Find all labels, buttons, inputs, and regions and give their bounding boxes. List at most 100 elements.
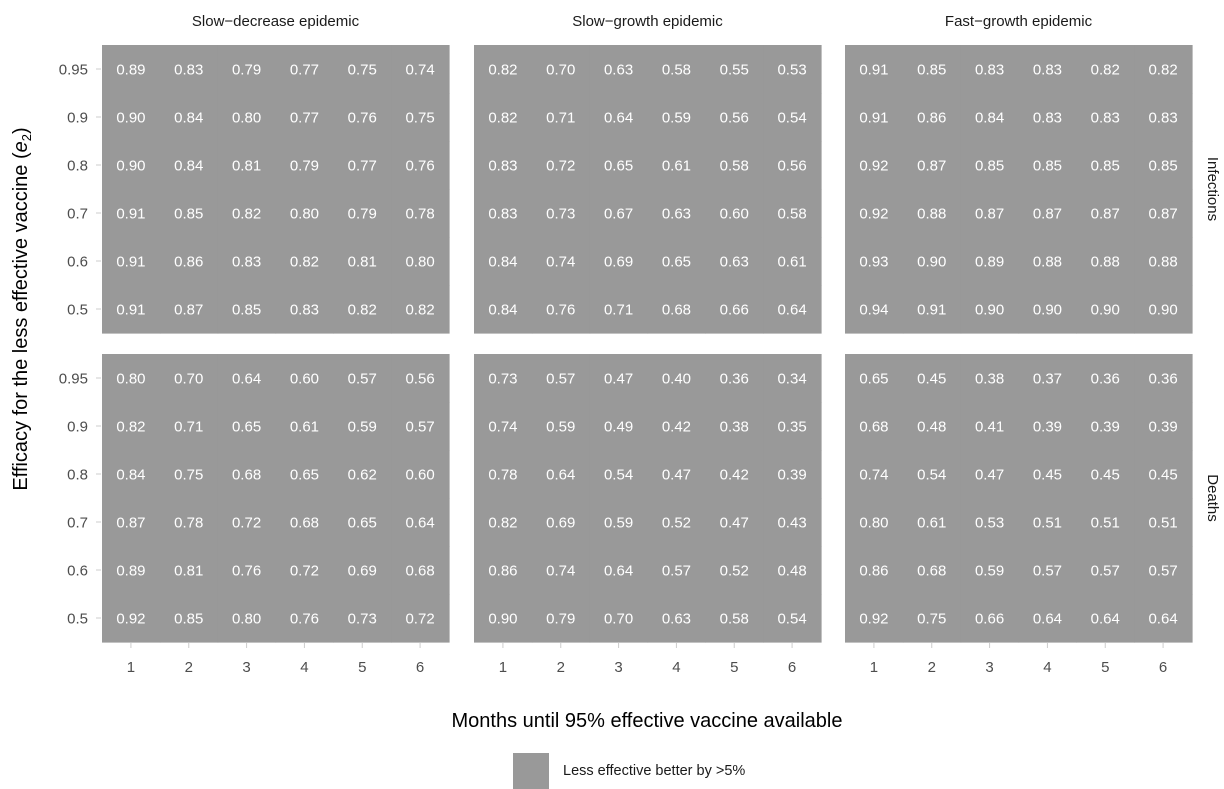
cell-value-label: 0.71	[604, 302, 633, 319]
cell-value-label: 0.78	[405, 206, 434, 223]
cell-value-label: 0.52	[662, 515, 691, 532]
cell-value-label: 0.64	[1148, 611, 1177, 628]
y-axis-title-suffix: )	[10, 127, 32, 134]
y-tick-label: 0.5	[67, 611, 88, 628]
heat-cell	[275, 546, 334, 595]
heat-cell	[902, 498, 962, 547]
cell-value-label: 0.87	[1033, 206, 1062, 223]
heat-cell	[159, 237, 219, 286]
cell-value-label: 0.36	[1091, 371, 1120, 388]
heat-cell	[845, 450, 904, 499]
heat-cell	[589, 354, 649, 403]
heat-cell	[902, 450, 962, 499]
cell-value-label: 0.65	[662, 254, 691, 271]
y-axis-title-subscript: 2	[19, 134, 34, 141]
x-tick-label: 2	[928, 659, 936, 676]
heat-cell	[705, 93, 764, 142]
cell-value-label: 0.73	[348, 611, 377, 628]
heat-cell	[217, 237, 277, 286]
cell-value-label: 0.65	[290, 467, 319, 484]
cell-value-label: 0.85	[174, 206, 203, 223]
heat-cell	[647, 141, 706, 190]
cell-value-label: 0.83	[174, 62, 203, 79]
cell-value-label: 0.84	[488, 254, 517, 271]
cell-value-label: 0.81	[174, 563, 203, 580]
cell-value-label: 0.84	[975, 110, 1004, 127]
heat-cell	[763, 354, 822, 403]
heat-cell	[333, 594, 392, 643]
heat-cell	[960, 450, 1020, 499]
cell-value-label: 0.74	[488, 419, 517, 436]
heat-cell	[217, 498, 277, 547]
cell-value-label: 0.74	[405, 62, 434, 79]
heat-cell	[763, 45, 822, 94]
heat-cell	[474, 402, 533, 451]
heat-cell	[960, 45, 1020, 94]
heat-cell	[589, 450, 649, 499]
cell-value-label: 0.83	[1033, 62, 1062, 79]
cell-value-label: 0.77	[348, 158, 377, 175]
heat-cell	[531, 141, 591, 190]
heat-cell	[845, 402, 904, 451]
heat-cell	[217, 402, 277, 451]
heat-cell	[531, 498, 591, 547]
cell-value-label: 0.40	[662, 371, 691, 388]
heat-cell	[391, 189, 450, 238]
x-tick-label: 3	[985, 659, 993, 676]
cell-value-label: 0.83	[488, 158, 517, 175]
cell-value-label: 0.80	[859, 515, 888, 532]
legend: Less effective better by >5%	[513, 753, 745, 789]
cell-value-label: 0.64	[777, 302, 806, 319]
facet-title-slow-growth-epidemic: Slow−growth epidemic	[572, 13, 723, 30]
heat-cell	[705, 450, 764, 499]
heat-cell	[960, 285, 1020, 334]
heat-cell	[763, 189, 822, 238]
heat-cell	[531, 354, 591, 403]
x-tick-label: 5	[358, 659, 366, 676]
cell-value-label: 0.56	[720, 110, 749, 127]
heat-cell	[705, 546, 764, 595]
cell-value-label: 0.57	[546, 371, 575, 388]
cell-value-label: 0.45	[1148, 467, 1177, 484]
cell-value-label: 0.59	[662, 110, 691, 127]
cell-value-label: 0.45	[1091, 467, 1120, 484]
cell-value-label: 0.83	[290, 302, 319, 319]
x-tick-label: 6	[1159, 659, 1167, 676]
heat-cell	[1134, 594, 1193, 643]
cell-value-label: 0.38	[975, 371, 1004, 388]
cell-value-label: 0.91	[859, 110, 888, 127]
cell-value-label: 0.82	[488, 110, 517, 127]
cell-value-label: 0.49	[604, 419, 633, 436]
x-tick-label: 6	[788, 659, 796, 676]
x-tick-label: 2	[185, 659, 193, 676]
y-tick-label: 0.9	[67, 419, 88, 436]
heat-cell	[1134, 354, 1193, 403]
heat-cell	[1018, 237, 1077, 286]
heat-cell	[763, 141, 822, 190]
cell-value-label: 0.92	[859, 158, 888, 175]
cell-value-label: 0.57	[1033, 563, 1062, 580]
heat-cell	[902, 354, 962, 403]
heat-cell	[102, 189, 161, 238]
cell-value-label: 0.88	[1148, 254, 1177, 271]
cell-value-label: 0.68	[662, 302, 691, 319]
heat-cell	[589, 594, 649, 643]
heat-cell	[275, 450, 334, 499]
heat-cell	[391, 402, 450, 451]
x-tick-label: 6	[416, 659, 424, 676]
heat-cell	[763, 594, 822, 643]
heat-cell	[902, 546, 962, 595]
cell-value-label: 0.87	[116, 515, 145, 532]
cell-value-label: 0.45	[1033, 467, 1062, 484]
heat-cell	[763, 402, 822, 451]
heat-cell	[1134, 285, 1193, 334]
cell-value-label: 0.59	[348, 419, 377, 436]
cell-value-label: 0.91	[116, 302, 145, 319]
heat-cell	[275, 402, 334, 451]
heat-cell	[647, 402, 706, 451]
cell-value-label: 0.90	[975, 302, 1004, 319]
heat-cell	[102, 402, 161, 451]
heat-cell	[275, 93, 334, 142]
heat-cell	[845, 45, 904, 94]
cell-value-label: 0.59	[604, 515, 633, 532]
